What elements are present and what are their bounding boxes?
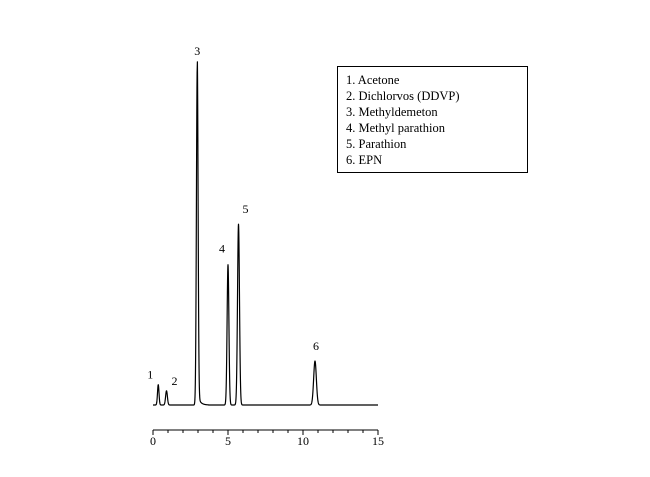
- x-tick-label: 15: [372, 434, 384, 448]
- x-tick-label: 0: [150, 434, 156, 448]
- legend-item-2: 2. Dichlorvos (DDVP): [346, 89, 460, 103]
- peak-label-6: 6: [313, 339, 319, 353]
- chromatogram-trace: [152, 61, 379, 406]
- peak-label-1: 1: [147, 368, 153, 382]
- peak-labels: 1 2 3 4 5 6: [147, 44, 319, 388]
- legend-item-1: 1. Acetone: [346, 73, 400, 87]
- legend-item-5: 5. Parathion: [346, 137, 407, 151]
- peak-label-5: 5: [243, 202, 249, 216]
- legend-item-6: 6. EPN: [346, 153, 383, 167]
- x-tick-label: 5: [225, 434, 231, 448]
- legend: 1. Acetone 2. Dichlorvos (DDVP) 3. Methy…: [337, 66, 528, 173]
- x-tick-label: 10: [297, 434, 309, 448]
- peak-label-3: 3: [194, 44, 200, 58]
- peak-label-2: 2: [172, 374, 178, 388]
- x-axis: 0 5 10 15: [150, 429, 384, 448]
- peak-label-4: 4: [219, 242, 225, 256]
- legend-item-4: 4. Methyl parathion: [346, 121, 445, 135]
- legend-item-3: 3. Methyldemeton: [346, 105, 438, 119]
